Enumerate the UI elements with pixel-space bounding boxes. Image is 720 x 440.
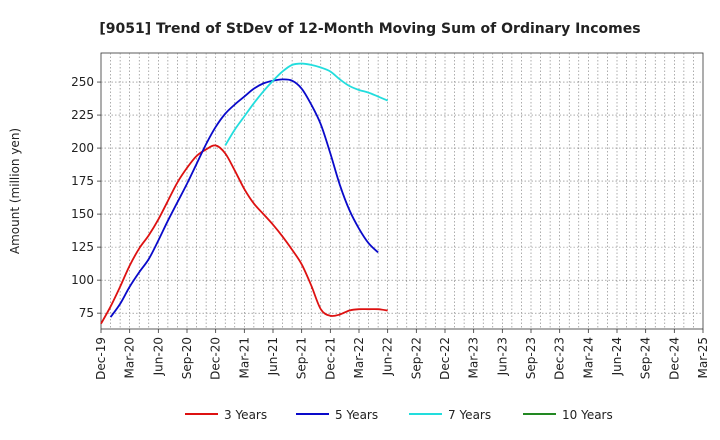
y-tick-label: 125 bbox=[71, 240, 94, 254]
y-tick-label: 200 bbox=[71, 141, 94, 155]
series-line-5-years bbox=[109, 78, 379, 318]
x-tick-label: Dec-20 bbox=[209, 337, 223, 380]
series-lines bbox=[100, 62, 389, 325]
y-axis: 75 100 125 150 175 200 225 250 bbox=[71, 75, 101, 320]
plot-area bbox=[100, 52, 704, 330]
x-tick-label: Dec-23 bbox=[553, 337, 567, 380]
x-tick-label: Mar-23 bbox=[467, 337, 481, 378]
x-tick-label: Jun-20 bbox=[151, 337, 165, 376]
legend-label-7-years: 7 Years bbox=[448, 408, 491, 422]
x-tick-label: Dec-21 bbox=[323, 337, 337, 380]
legend-label-5-years: 5 Years bbox=[335, 408, 378, 422]
x-tick-label: Sep-24 bbox=[639, 337, 653, 379]
legend: 3 Years 5 Years 7 Years 10 Years bbox=[185, 408, 613, 422]
x-tick-label: Sep-22 bbox=[409, 337, 423, 379]
x-tick-label: Mar-20 bbox=[123, 337, 137, 378]
legend-label-10-years: 10 Years bbox=[562, 408, 613, 422]
x-tick-label: Dec-24 bbox=[667, 337, 681, 380]
y-tick-label: 250 bbox=[71, 75, 94, 89]
y-tick-label: 150 bbox=[71, 207, 94, 221]
x-tick-label: Dec-19 bbox=[94, 337, 108, 380]
y-axis-label: Amount (million yen) bbox=[8, 128, 22, 254]
x-tick-label: Jun-23 bbox=[495, 337, 509, 376]
legend-label-3-years: 3 Years bbox=[224, 408, 267, 422]
y-tick-label: 175 bbox=[71, 174, 94, 188]
x-tick-label: Jun-21 bbox=[266, 337, 280, 376]
x-tick-label: Dec-22 bbox=[438, 337, 452, 380]
x-tick-label: Jun-22 bbox=[381, 337, 395, 376]
x-axis: Dec-19 Mar-20 Jun-20 Sep-20 Dec-20 Mar-21 Jun-… bbox=[94, 329, 710, 380]
x-tick-label: Mar-21 bbox=[237, 337, 251, 378]
x-tick-label: Jun-24 bbox=[610, 337, 624, 376]
x-tick-label: Sep-21 bbox=[295, 337, 309, 379]
chart-title: [9051] Trend of StDev of 12-Month Moving… bbox=[99, 21, 640, 37]
grid-lines bbox=[101, 53, 703, 329]
y-tick-label: 100 bbox=[71, 273, 94, 287]
x-tick-label: Mar-25 bbox=[696, 337, 710, 378]
x-tick-label: Mar-22 bbox=[352, 337, 366, 378]
x-tick-label: Mar-24 bbox=[581, 337, 595, 378]
x-tick-label: Sep-23 bbox=[524, 337, 538, 379]
series-line-7-years bbox=[224, 62, 389, 146]
x-tick-label: Sep-20 bbox=[180, 337, 194, 379]
y-tick-label: 225 bbox=[71, 108, 94, 122]
y-tick-label: 75 bbox=[79, 306, 94, 320]
series-line-3-years bbox=[100, 144, 388, 325]
